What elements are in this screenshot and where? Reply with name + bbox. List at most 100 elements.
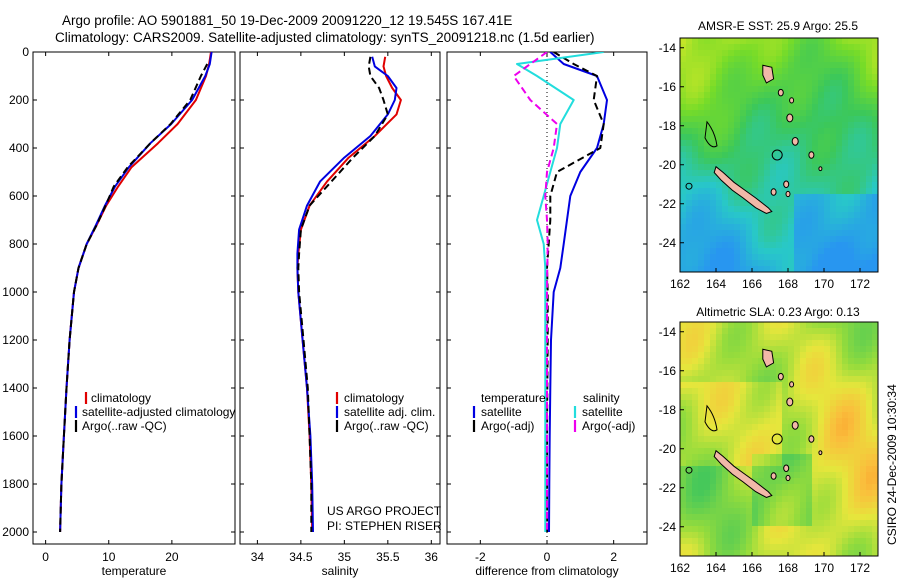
map-cell [854, 116, 861, 123]
map-cell [830, 116, 837, 123]
map-cell [788, 394, 795, 401]
map-cell [836, 514, 843, 521]
map-cell [830, 478, 837, 485]
map-cell [680, 140, 687, 147]
map-cell [752, 212, 759, 219]
map-cell [818, 98, 825, 105]
lat-tick-label: -22 [659, 197, 677, 211]
map-cell [776, 364, 783, 371]
map-cell [692, 526, 699, 533]
map-cell [734, 104, 741, 111]
map-cell [752, 334, 759, 341]
map-cell [770, 230, 777, 237]
map-cell [710, 218, 717, 225]
map-cell [704, 526, 711, 533]
map-cell [812, 212, 819, 219]
map-cell [710, 110, 717, 117]
map-cell [842, 370, 849, 377]
map-cell [746, 460, 753, 467]
map-cell [752, 224, 759, 231]
map-cell [710, 442, 717, 449]
map-cell [758, 550, 765, 556]
map-cell [818, 80, 825, 87]
map-cell [680, 412, 687, 419]
map-cell [854, 230, 861, 237]
map-cell [770, 254, 777, 261]
map-cell [818, 532, 825, 539]
map-cell [734, 50, 741, 57]
map-cell [800, 328, 807, 335]
map-cell [830, 322, 837, 329]
map-cell [794, 406, 801, 413]
map-cell [698, 364, 705, 371]
map-cell [806, 164, 813, 171]
map-cell [758, 340, 765, 347]
map-cell [872, 472, 878, 479]
map-cell [764, 122, 771, 129]
map-cell [770, 376, 777, 383]
map-cell [734, 110, 741, 117]
map-cell [860, 128, 867, 135]
map-cell [698, 352, 705, 359]
map-cell [734, 98, 741, 105]
map-cell [812, 460, 819, 467]
map-cell [824, 448, 831, 455]
map-cell [836, 448, 843, 455]
map-cell [854, 538, 861, 545]
map-cell [788, 254, 795, 261]
map-cell [698, 230, 705, 237]
map-cell [680, 334, 687, 341]
map-cell [692, 460, 699, 467]
map-cell [710, 140, 717, 147]
map-cell [770, 92, 777, 99]
map-cell [830, 164, 837, 171]
map-cell [830, 128, 837, 135]
map-cell [752, 254, 759, 261]
map-cell [782, 38, 789, 45]
map-cell [692, 346, 699, 353]
map-cell [704, 394, 711, 401]
reef-marker [685, 182, 693, 190]
map-cell [866, 170, 873, 177]
map-cell [770, 490, 777, 497]
map-cell [746, 128, 753, 135]
map-cell [824, 484, 831, 491]
map-cell [698, 340, 705, 347]
map-cell [698, 206, 705, 213]
map-cell [734, 80, 741, 87]
map-cell [812, 322, 819, 329]
map-cell [746, 328, 753, 335]
map-cell [704, 436, 711, 443]
map-cell [716, 460, 723, 467]
map-cell [812, 388, 819, 395]
series-line [297, 56, 389, 532]
map-cell [842, 412, 849, 419]
map-cell [806, 322, 813, 329]
map-cell [692, 110, 699, 117]
map-cell [800, 68, 807, 75]
map-cell [722, 110, 729, 117]
map-cell [788, 538, 795, 545]
map-cell [836, 260, 843, 267]
map-cell [824, 122, 831, 129]
map-cell [824, 242, 831, 249]
map-cell [722, 532, 729, 539]
map-cell [788, 442, 795, 449]
map-cell [818, 230, 825, 237]
map-cell [812, 424, 819, 431]
map-cell [782, 436, 789, 443]
map-cell [812, 418, 819, 425]
map-cell [692, 532, 699, 539]
map-cell [680, 260, 687, 267]
map-cell [830, 68, 837, 75]
map-cell [716, 550, 723, 556]
map-cell [728, 538, 735, 545]
map-cell [794, 44, 801, 51]
map-cell [704, 448, 711, 455]
map-cell [752, 526, 759, 533]
map-cell [836, 230, 843, 237]
map-cell [872, 38, 878, 45]
island-marker [785, 190, 791, 198]
map-cell [716, 472, 723, 479]
